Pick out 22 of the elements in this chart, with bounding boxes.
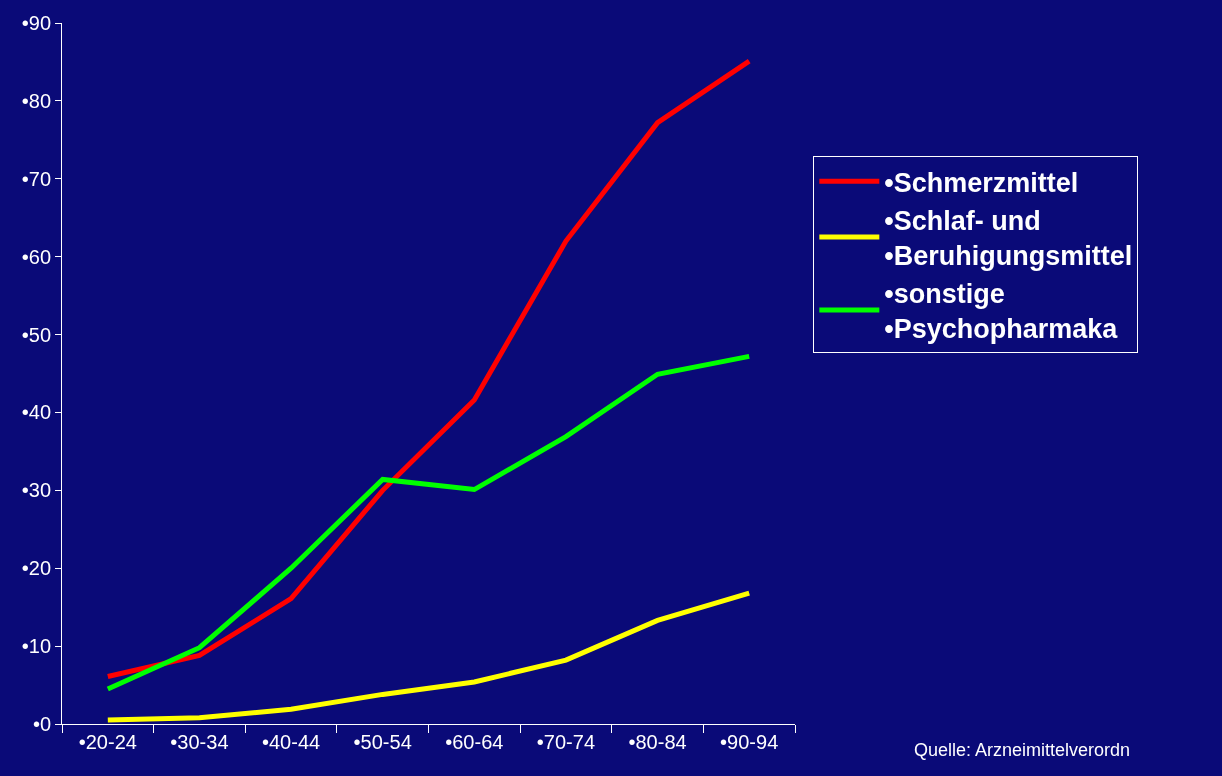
y-tick-label: •0 (32, 713, 51, 735)
x-tick-label: •40-44 (261, 731, 321, 753)
y-tick-label: •20 (21, 557, 51, 580)
y-tick-label: •30 (21, 479, 51, 502)
y-tick-label: •90 (21, 12, 51, 34)
x-tick-label: •90-94 (720, 731, 779, 753)
legend-label: •sonstige •Psychopharmaka (884, 279, 1119, 345)
x-tick-label: •30-34 (170, 731, 229, 753)
legend-label: •Schmerzmittel (884, 167, 1079, 198)
y-tick-label: •60 (21, 245, 51, 268)
y-tick-label: •80 (21, 89, 51, 112)
x-tick-label: •70-74 (536, 731, 596, 753)
y-tick-label: •50 (21, 323, 51, 346)
y-tick-label: •10 (21, 635, 51, 658)
y-tick-label: •40 (21, 401, 51, 424)
x-tick-label: •80-84 (628, 731, 687, 753)
x-tick-label: •60-64 (445, 731, 504, 753)
x-tick-label: •20-24 (78, 731, 137, 753)
source-note: Quelle: Arzneimittelverordn (914, 740, 1131, 760)
x-tick-label: •50-54 (353, 731, 412, 753)
legend-label: •Schlaf- und •Beruhigungsmittel (884, 205, 1133, 271)
y-tick-label: •70 (21, 167, 51, 190)
